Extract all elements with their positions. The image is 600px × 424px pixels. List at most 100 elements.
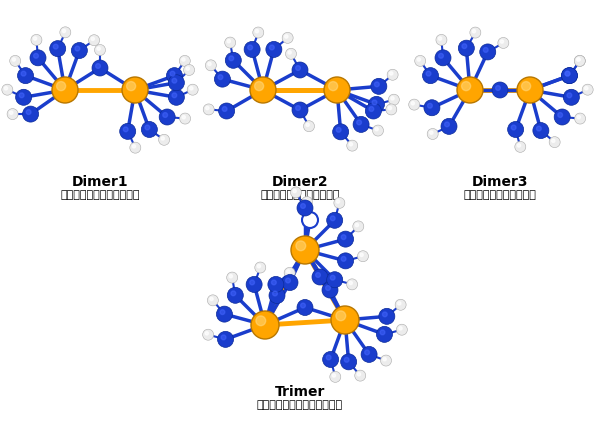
Circle shape bbox=[577, 116, 580, 119]
Circle shape bbox=[246, 276, 262, 293]
Circle shape bbox=[302, 212, 318, 228]
Text: Trimer: Trimer bbox=[275, 385, 325, 399]
Circle shape bbox=[389, 72, 393, 75]
Circle shape bbox=[296, 66, 301, 70]
Text: Dimer2: Dimer2 bbox=[272, 175, 328, 189]
Circle shape bbox=[382, 312, 387, 317]
Circle shape bbox=[349, 282, 352, 285]
Circle shape bbox=[290, 187, 302, 198]
Circle shape bbox=[498, 37, 509, 48]
Circle shape bbox=[229, 56, 234, 61]
Circle shape bbox=[458, 40, 475, 56]
Circle shape bbox=[355, 370, 366, 381]
Text: オキソ基による架橋構造: オキソ基による架橋構造 bbox=[464, 190, 536, 200]
Circle shape bbox=[60, 27, 71, 38]
Circle shape bbox=[92, 60, 108, 76]
Circle shape bbox=[312, 269, 328, 285]
Circle shape bbox=[549, 137, 560, 148]
Circle shape bbox=[329, 81, 338, 91]
Circle shape bbox=[424, 100, 440, 116]
Circle shape bbox=[551, 139, 555, 142]
Circle shape bbox=[218, 75, 223, 80]
Circle shape bbox=[120, 123, 136, 139]
Circle shape bbox=[492, 82, 508, 98]
Circle shape bbox=[182, 58, 185, 61]
Circle shape bbox=[338, 253, 353, 269]
Circle shape bbox=[341, 257, 346, 261]
Circle shape bbox=[272, 291, 277, 296]
Circle shape bbox=[208, 295, 218, 306]
Circle shape bbox=[206, 106, 209, 110]
Circle shape bbox=[208, 62, 211, 66]
Circle shape bbox=[398, 302, 401, 305]
Circle shape bbox=[244, 42, 260, 57]
Circle shape bbox=[288, 51, 291, 54]
Circle shape bbox=[336, 311, 346, 321]
Circle shape bbox=[577, 58, 580, 61]
Circle shape bbox=[19, 93, 24, 98]
Circle shape bbox=[268, 276, 284, 293]
Circle shape bbox=[371, 78, 387, 94]
Circle shape bbox=[205, 60, 217, 71]
Circle shape bbox=[395, 299, 406, 310]
Circle shape bbox=[30, 50, 46, 66]
Circle shape bbox=[386, 104, 397, 115]
Circle shape bbox=[457, 77, 483, 103]
Circle shape bbox=[426, 71, 431, 76]
Text: 水酸基二つによる架橋構造: 水酸基二つによる架橋構造 bbox=[260, 190, 340, 200]
Circle shape bbox=[411, 102, 415, 105]
Circle shape bbox=[558, 113, 563, 117]
Circle shape bbox=[517, 144, 521, 147]
Circle shape bbox=[496, 86, 500, 90]
Circle shape bbox=[430, 131, 433, 134]
Circle shape bbox=[356, 120, 361, 125]
Circle shape bbox=[255, 30, 259, 33]
Circle shape bbox=[296, 241, 306, 251]
Circle shape bbox=[365, 350, 370, 355]
Circle shape bbox=[7, 109, 18, 120]
Circle shape bbox=[296, 106, 301, 110]
Circle shape bbox=[379, 308, 395, 324]
Circle shape bbox=[250, 280, 254, 285]
Circle shape bbox=[166, 68, 182, 84]
Circle shape bbox=[132, 145, 136, 148]
Circle shape bbox=[287, 270, 290, 273]
Circle shape bbox=[52, 77, 78, 103]
Circle shape bbox=[417, 58, 421, 61]
Circle shape bbox=[322, 282, 338, 298]
Circle shape bbox=[574, 56, 585, 67]
Circle shape bbox=[397, 324, 407, 335]
Circle shape bbox=[53, 44, 58, 49]
Circle shape bbox=[575, 113, 586, 124]
Circle shape bbox=[214, 71, 230, 87]
Circle shape bbox=[330, 216, 335, 221]
Circle shape bbox=[227, 39, 230, 43]
Circle shape bbox=[387, 69, 398, 80]
Circle shape bbox=[480, 44, 496, 60]
Circle shape bbox=[508, 121, 524, 137]
Circle shape bbox=[521, 81, 530, 91]
Circle shape bbox=[254, 81, 263, 91]
Circle shape bbox=[251, 311, 279, 339]
Circle shape bbox=[584, 86, 588, 90]
Circle shape bbox=[284, 35, 288, 38]
Circle shape bbox=[271, 280, 276, 285]
Circle shape bbox=[124, 127, 128, 132]
Circle shape bbox=[17, 68, 34, 84]
Circle shape bbox=[341, 235, 346, 240]
Circle shape bbox=[554, 109, 570, 125]
Circle shape bbox=[227, 272, 238, 283]
Circle shape bbox=[62, 29, 65, 33]
Circle shape bbox=[186, 67, 190, 70]
Circle shape bbox=[218, 103, 235, 119]
Circle shape bbox=[316, 273, 320, 277]
Circle shape bbox=[582, 84, 593, 95]
Text: Dimer3: Dimer3 bbox=[472, 175, 528, 189]
Circle shape bbox=[21, 71, 26, 76]
Circle shape bbox=[169, 89, 184, 105]
Circle shape bbox=[353, 221, 364, 232]
Circle shape bbox=[250, 77, 276, 103]
Circle shape bbox=[127, 81, 136, 91]
Circle shape bbox=[577, 58, 580, 61]
Circle shape bbox=[409, 99, 420, 110]
